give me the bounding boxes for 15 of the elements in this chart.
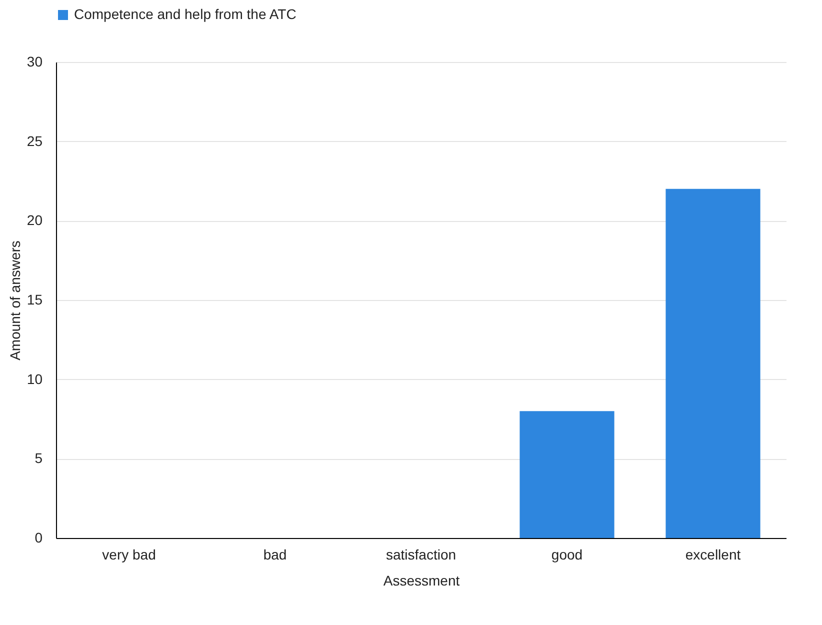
y-tick-label: 0 <box>34 530 43 546</box>
legend-label: Competence and help from the ATC <box>74 6 296 22</box>
y-tick-label: 20 <box>26 212 43 228</box>
y-axis-title: Amount of answers <box>6 240 23 360</box>
x-tick-label: bad <box>263 546 287 562</box>
x-tick-label: good <box>551 546 583 562</box>
x-tick-label: satisfaction <box>386 546 456 562</box>
y-tick-label: 5 <box>34 450 43 466</box>
x-axis-title: Assessment <box>383 572 460 588</box>
x-tick-label: excellent <box>685 546 741 562</box>
y-tick-label: 15 <box>26 292 43 308</box>
y-tick-label: 10 <box>26 370 43 387</box>
x-tick-label: very bad <box>102 546 156 562</box>
y-tick-label: 30 <box>26 54 43 70</box>
y-tick-label: 25 <box>26 132 43 149</box>
